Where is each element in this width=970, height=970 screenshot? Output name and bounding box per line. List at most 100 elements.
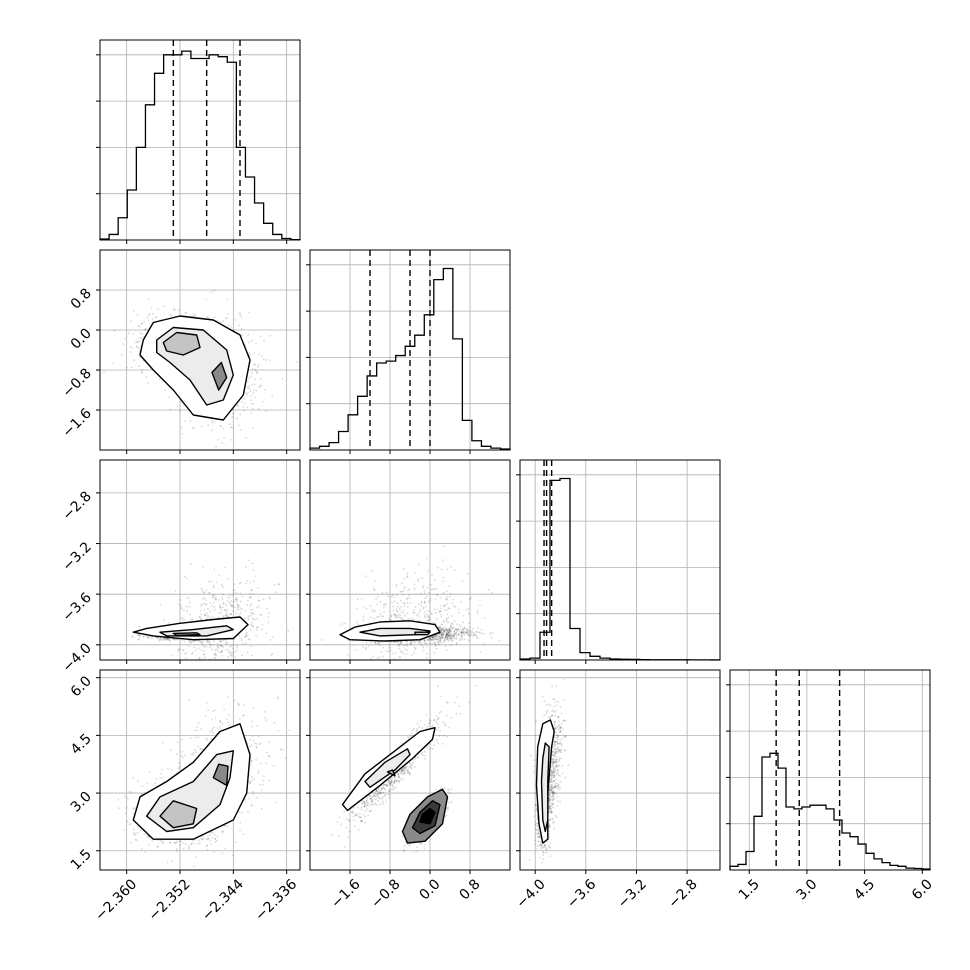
sample-point [249,628,252,631]
sample-point [256,626,258,629]
sample-point [425,557,428,560]
sample-point [434,635,437,638]
sample-point [466,573,469,575]
sample-point [137,638,140,641]
sample-point [133,832,135,834]
sample-point [436,618,438,620]
sample-point [191,426,194,429]
sample-point [208,580,210,583]
sample-point [377,615,380,618]
sample-point [430,636,433,638]
sample-point [455,634,457,637]
sample-point [206,641,209,644]
sample-point [457,628,460,631]
sample-point [360,598,363,600]
sample-point [245,635,248,638]
sample-point [151,318,154,320]
sample-point [224,317,227,320]
sample-point [223,437,226,439]
sample-point [203,673,205,675]
sample-point [225,642,228,645]
sample-point [455,632,457,635]
sample-point [160,637,163,640]
sample-point [245,633,248,636]
sample-point [243,409,245,412]
sample-point [434,598,437,601]
sample-point [219,607,222,609]
sample-point [410,642,413,645]
sample-point [221,645,223,648]
sample-point [391,663,393,665]
sample-point [458,608,460,611]
sample-point [205,599,208,601]
y-tick-label: −2.8 [59,488,94,523]
sample-point [436,641,439,644]
sample-point [250,603,253,605]
sample-point [433,588,436,590]
sample-point [250,645,253,647]
sample-point [406,572,409,575]
sample-point [409,641,412,644]
sample-point [281,377,284,380]
sample-point [148,836,151,839]
sample-point [242,406,245,409]
sample-point [425,605,427,608]
sample-point [237,404,239,407]
sample-point [417,578,419,581]
sample-point [216,839,218,842]
sample-point [198,686,200,688]
sample-point [440,633,443,636]
sample-point [407,618,410,620]
sample-point [363,606,366,608]
sample-point [393,613,396,616]
sample-point [133,807,135,809]
sample-point [429,584,432,586]
sample-point [248,618,251,621]
sample-point [400,650,402,652]
sample-point [227,577,230,580]
sample-point [396,644,399,646]
sample-point [185,577,188,579]
sample-point [250,589,253,592]
sample-point [414,648,417,650]
sample-point [179,765,182,768]
sample-point [222,606,224,609]
sample-point [222,639,224,642]
sample-point [439,640,442,643]
sample-point [476,637,479,640]
sample-point [191,652,193,655]
sample-point [471,630,474,633]
sample-point [446,602,448,605]
sample-point [442,634,445,637]
sample-point [231,594,234,597]
sample-point [422,646,425,649]
sample-point [443,630,446,632]
sample-point [464,630,467,633]
sample-point [446,633,449,636]
sample-point [251,426,254,429]
sample-point [406,644,409,647]
sample-point [374,642,377,644]
sample-point [428,637,431,640]
sample-point [433,642,436,644]
sample-point [251,720,253,723]
sample-point [450,636,453,639]
sample-point [226,615,229,618]
sample-point [446,636,449,639]
histogram-0 [99,50,301,241]
sample-point [489,632,492,634]
sample-point [470,634,473,636]
sample-point [406,597,409,600]
sample-point [373,588,376,591]
sample-point [139,331,142,334]
sample-point [258,599,261,602]
sample-point [260,628,263,631]
sample-point [162,638,165,641]
sample-point [405,597,408,600]
sample-point [393,641,396,643]
sample-point [465,631,467,634]
histogram-2 [519,477,721,661]
sample-point [431,636,434,639]
sample-point [421,645,424,647]
sample-point [245,582,247,585]
